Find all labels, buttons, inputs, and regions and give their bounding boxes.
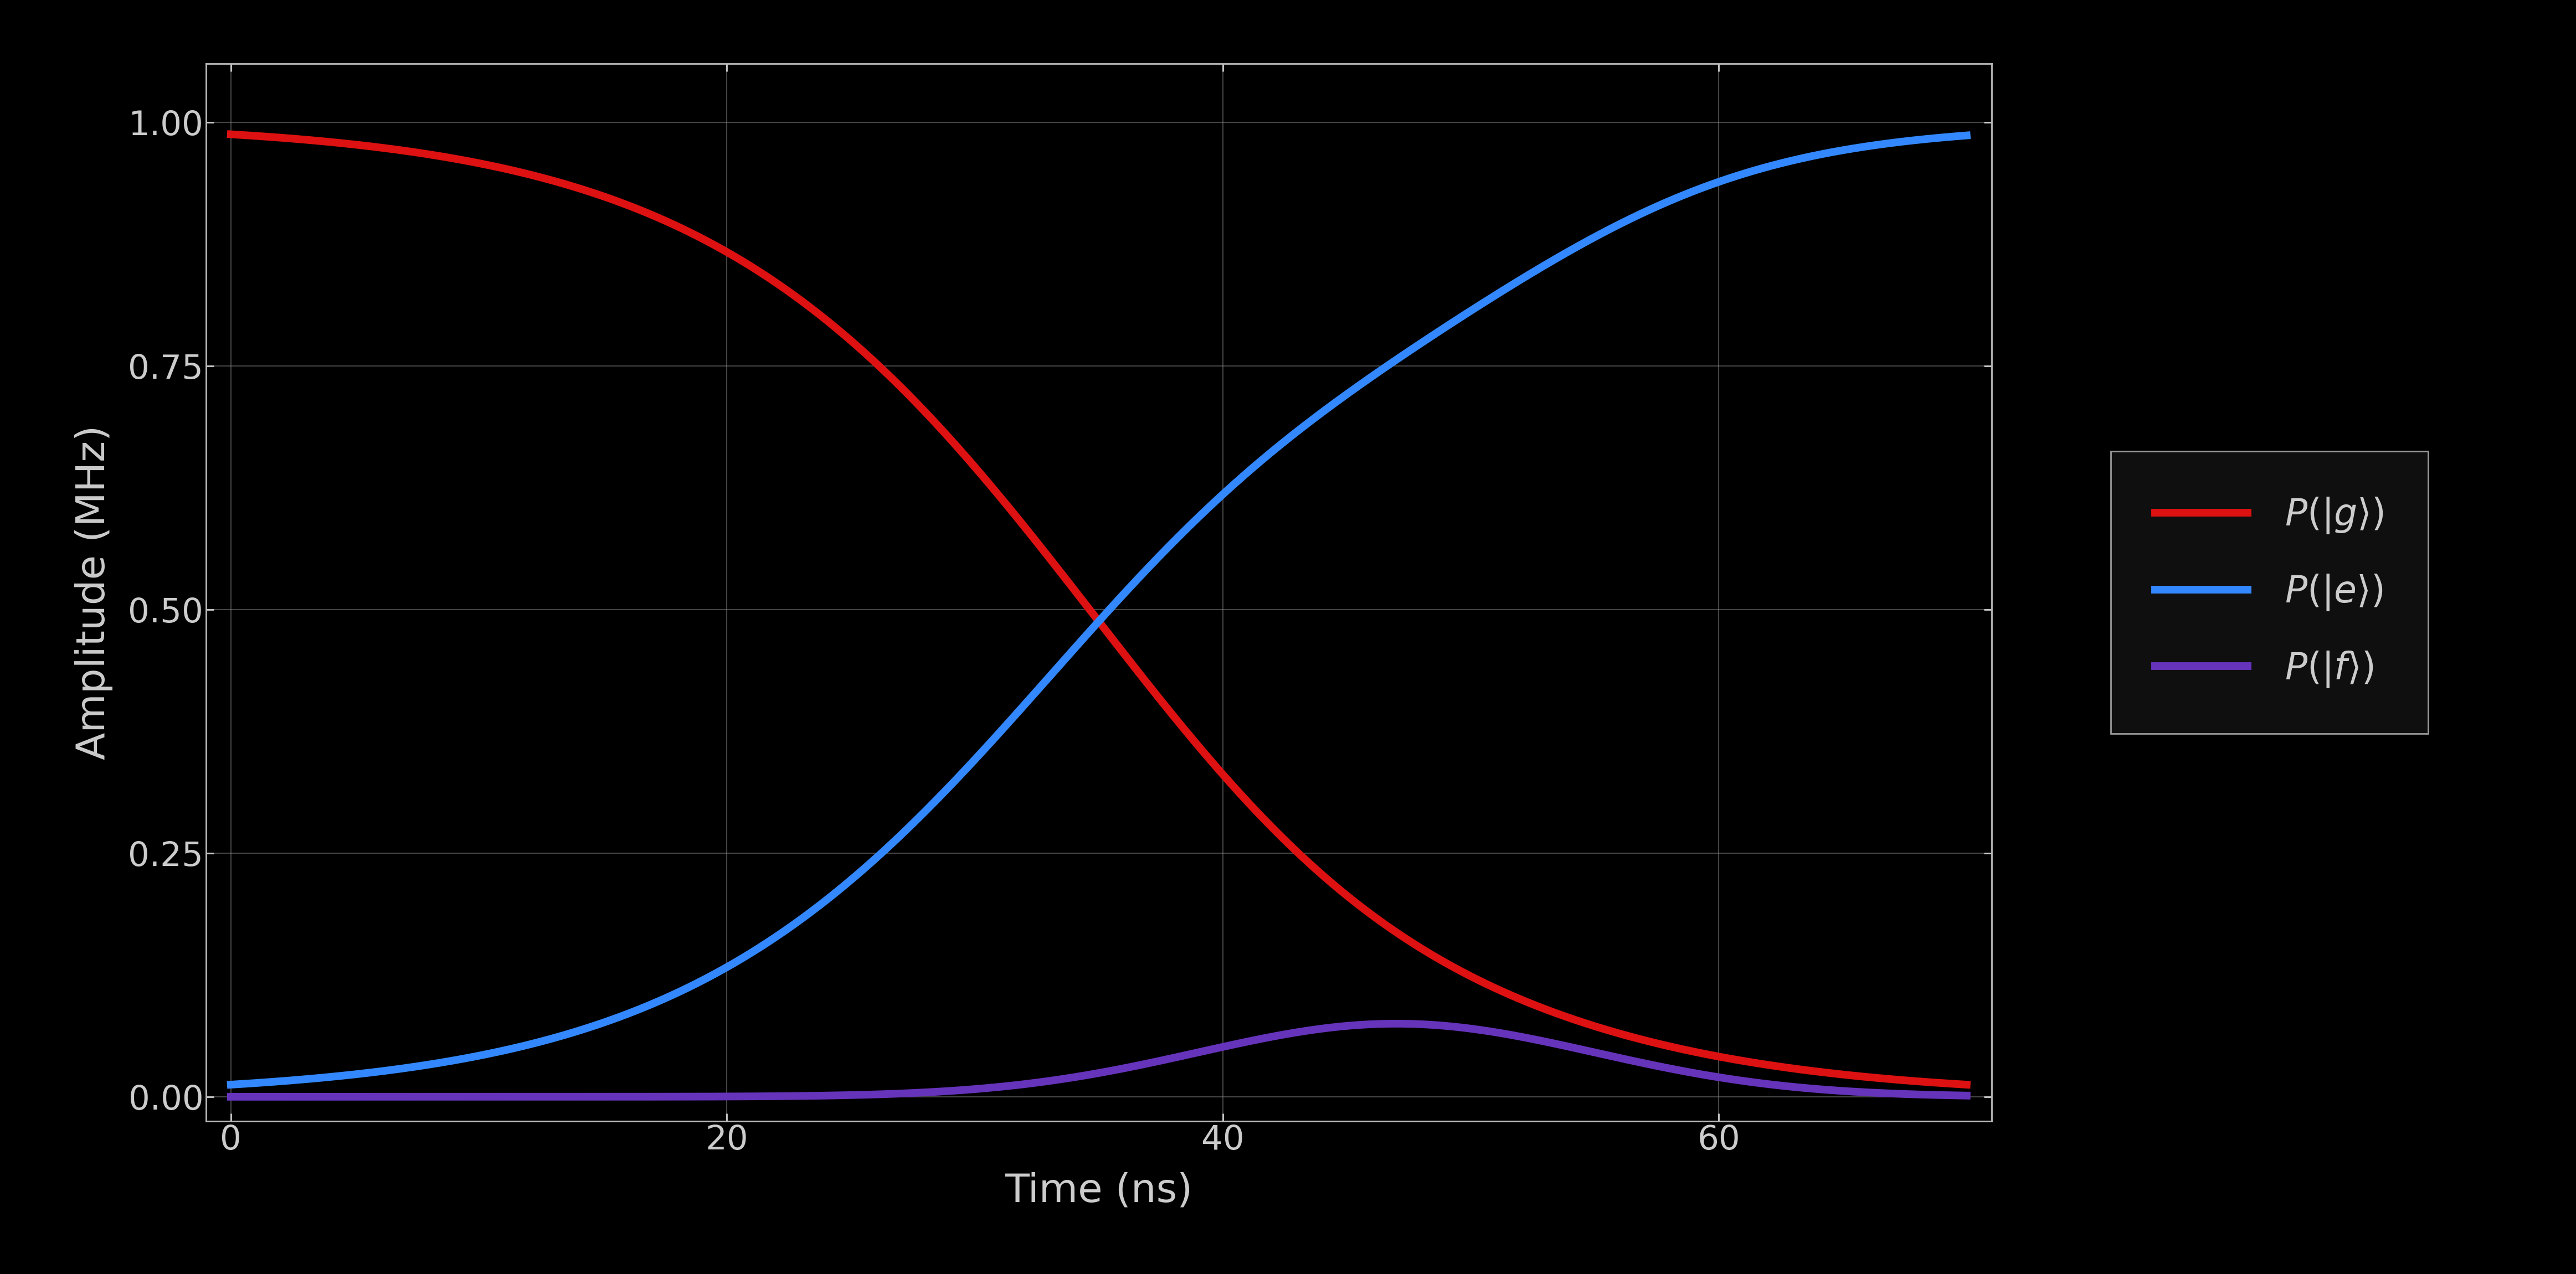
Y-axis label: Amplitude (MHz): Amplitude (MHz) bbox=[75, 426, 113, 759]
Legend: $P(|g\rangle)$, $P(|e\rangle)$, $P(|f\rangle)$: $P(|g\rangle)$, $P(|e\rangle)$, $P(|f\ra… bbox=[2110, 451, 2429, 734]
X-axis label: Time (ns): Time (ns) bbox=[1005, 1172, 1193, 1210]
